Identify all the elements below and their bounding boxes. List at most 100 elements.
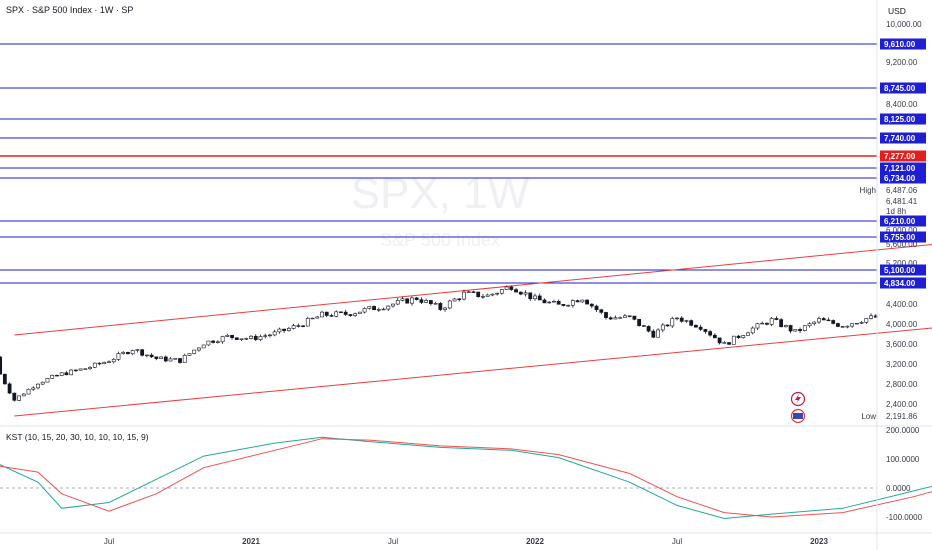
channel-upper[interactable]: [14, 176, 932, 336]
candle-body: [159, 356, 163, 359]
kst-tick-label: 200.0000: [886, 426, 920, 435]
candle-body: [518, 291, 523, 295]
candle-body: [215, 341, 220, 343]
candle-body: [277, 328, 282, 333]
candle-body: [26, 388, 31, 395]
candle-body: [258, 336, 263, 340]
candle-body: [623, 315, 627, 318]
candle-body: [305, 318, 310, 327]
chart-icons[interactable]: [790, 391, 806, 424]
candle-body: [585, 299, 589, 305]
candle-body: [509, 286, 514, 290]
candle-body: [561, 304, 566, 306]
level-tag: [880, 231, 926, 243]
time-axis[interactable]: Jul2021Jul2022Jul2023Jul2024Jul2025Jul20…: [0, 532, 932, 546]
candle-body: [31, 387, 36, 390]
bar-countdown: 1d 8h: [886, 207, 906, 216]
candle-body: [36, 383, 40, 389]
candle-body: [821, 318, 826, 321]
price-markers: 9,610.00 8,745.00 8,125.00 7,740.00 7,277.00…: [860, 38, 926, 421]
candle-body: [698, 326, 703, 330]
price-tick-label: 10,000.00: [886, 20, 922, 29]
candle-body: [831, 320, 836, 324]
channel-lower[interactable]: [14, 262, 932, 417]
level-tag: [880, 277, 926, 289]
candle-body: [481, 296, 485, 298]
level-tag-label: 5,755.00: [884, 233, 916, 242]
kst-tick-label: 100.0000: [886, 455, 920, 464]
candle-body: [727, 342, 731, 345]
candle-body: [234, 337, 239, 340]
candle-body: [239, 338, 244, 340]
candle-body: [826, 319, 831, 322]
price-tick-label: 4,400.00: [886, 300, 918, 309]
price-tick-label: 6,000.00: [886, 226, 918, 235]
kst-tick-label: -100.0000: [886, 513, 923, 522]
time-tick-label: 2021: [242, 537, 260, 546]
price-tick-label: 2,800.00: [886, 380, 918, 389]
candle-body: [533, 295, 537, 300]
candle-body: [783, 325, 788, 328]
level-tag: [880, 172, 926, 184]
candle-body: [69, 369, 74, 376]
currency-label[interactable]: USD: [888, 6, 906, 16]
price-tick-label: 8,400.00: [886, 100, 918, 109]
candle-body: [854, 322, 859, 325]
candle-body: [656, 329, 660, 338]
candle-body: [641, 325, 646, 327]
horizontal-levels[interactable]: [0, 43, 877, 284]
candle-body: [755, 323, 760, 329]
time-tick-label: 2022: [526, 537, 544, 546]
time-tick-label: Jul: [104, 537, 114, 546]
candle-body: [708, 331, 713, 336]
candle-body: [7, 383, 12, 394]
watermark-name: S&P 500 Index: [380, 230, 500, 250]
price-tick-label: 5,200.00: [886, 259, 918, 268]
candle-body: [83, 368, 88, 370]
candle-body: [225, 334, 230, 337]
candle-body: [12, 392, 17, 401]
candle-body: [679, 317, 684, 322]
time-tick-label: Jul: [388, 537, 398, 546]
candle-body: [462, 291, 466, 300]
candle-body: [793, 329, 798, 332]
candle-body: [580, 299, 585, 303]
candle-body: [192, 349, 197, 354]
price-tick-label: 3,200.00: [886, 360, 918, 369]
candle-body: [556, 301, 561, 305]
candle-body: [466, 291, 471, 293]
candle-body: [490, 293, 495, 296]
kst-panel: 200.0000 100.0000 0.0000 -100.0000: [0, 425, 932, 522]
candle-body: [769, 318, 774, 325]
kst-legend[interactable]: KST (10, 15, 20, 30, 10, 10, 10, 15, 9): [6, 432, 149, 442]
price-channel[interactable]: [14, 176, 932, 417]
level-tag-label: 6,210.00: [884, 217, 916, 226]
candle-body: [684, 320, 689, 322]
candle-body: [599, 309, 604, 313]
candle-body: [296, 325, 301, 327]
level-tag: [880, 264, 926, 276]
candle-body: [651, 330, 656, 338]
candle-body: [589, 303, 594, 307]
candle-body: [88, 367, 92, 370]
level-tag-label: 6,734.00: [884, 174, 916, 183]
candle-body: [637, 319, 642, 326]
candle-body: [220, 336, 225, 343]
lightning-icon-glyph: [795, 394, 801, 404]
kst-tick-label: 0.0000: [886, 484, 911, 493]
candle-body: [660, 324, 665, 331]
candle-body: [722, 342, 727, 344]
level-tag-label: 5,100.00: [884, 266, 916, 275]
candle-body: [343, 311, 348, 315]
candle-body: [760, 322, 765, 325]
level-tag: [880, 150, 926, 162]
price-tick-label: 5,600.00: [886, 240, 918, 249]
candle-body: [249, 335, 253, 339]
candle-body: [741, 335, 746, 338]
candle-body: [0, 356, 3, 375]
candle-body: [703, 329, 708, 332]
candle-body: [765, 322, 769, 325]
candle-body: [410, 297, 414, 304]
candle-body: [154, 356, 159, 359]
